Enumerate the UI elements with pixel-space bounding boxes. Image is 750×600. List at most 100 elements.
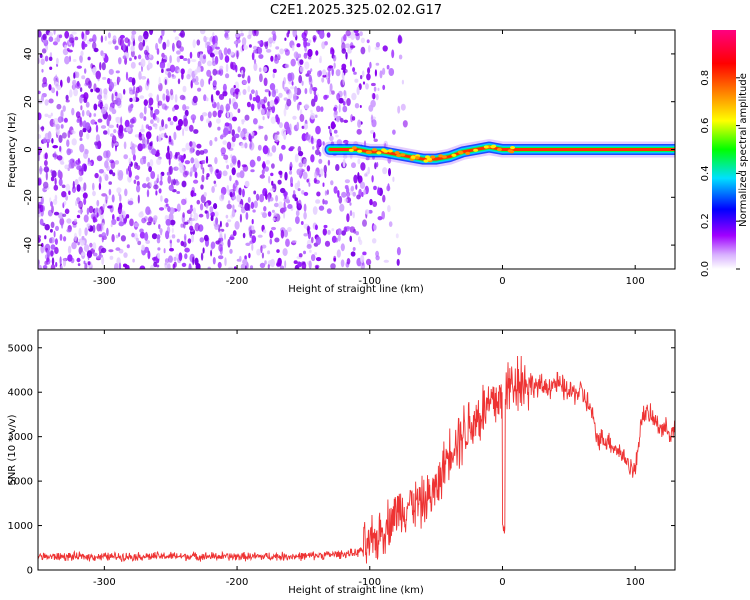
spectrogram-noise-cell bbox=[280, 187, 286, 194]
spectrogram-noise-cell bbox=[102, 76, 107, 80]
spectrogram-noise-cell bbox=[264, 134, 268, 142]
spectrogram-noise-cell bbox=[343, 226, 348, 233]
spectrogram-noise-cell bbox=[244, 142, 248, 149]
spectrogram-noise-cell bbox=[371, 175, 374, 183]
spectrogram-noise-cell bbox=[216, 173, 222, 179]
spectrogram-noise-cell bbox=[261, 169, 265, 175]
spectrogram-noise-cell bbox=[194, 69, 198, 75]
spectrogram-noise-cell bbox=[335, 164, 340, 171]
spectrogram-noise-cell bbox=[213, 203, 218, 210]
spectrogram-noise-cell bbox=[129, 218, 134, 227]
snr-x-axis: -300 -200 -100 0 100 bbox=[93, 330, 645, 588]
spectrogram-noise-cell bbox=[92, 224, 96, 234]
spectrogram-noise-cell bbox=[290, 183, 294, 187]
ridge-speckle bbox=[496, 147, 502, 152]
spectrogram-noise-cell bbox=[225, 73, 230, 79]
spectrogram-noise-cell bbox=[276, 117, 280, 125]
spectrogram-noise-cell bbox=[227, 238, 231, 248]
spectrogram-noise-cell bbox=[94, 172, 99, 179]
spectrogram-noise-cell bbox=[158, 134, 162, 143]
spectrogram-noise-cell bbox=[44, 160, 48, 167]
y-tick-label: 0 bbox=[23, 146, 34, 152]
spectrogram-noise-cell bbox=[371, 82, 376, 87]
spectrogram-noise-cell bbox=[301, 80, 304, 86]
spectrogram-noise-cell bbox=[352, 67, 356, 73]
spectrogram-noise-cell bbox=[215, 90, 220, 96]
spectrogram-noise-cell bbox=[312, 206, 318, 215]
spectrogram-noise-cell bbox=[271, 89, 277, 98]
colorbar: 0.0 0.2 0.4 0.6 0.8 Normalized spectral ampl… bbox=[700, 30, 749, 277]
spectrogram-noise-cell bbox=[335, 115, 340, 123]
spectrogram-noise-cell bbox=[179, 164, 185, 174]
spectrogram-noise-cell bbox=[332, 54, 337, 62]
spectrogram-noise-cell bbox=[141, 244, 145, 251]
spectrogram-noise-cell bbox=[267, 211, 272, 217]
spectrogram-noise-cell bbox=[333, 107, 337, 112]
spectrogram-noise-cell bbox=[298, 167, 302, 177]
spectrogram-noise-cell bbox=[180, 223, 184, 228]
spectrogram-noise-cell bbox=[261, 162, 266, 169]
spectrogram-noise-cell bbox=[338, 196, 343, 204]
spectrogram-noise-cell bbox=[213, 223, 219, 228]
spectrogram-noise-cell bbox=[382, 167, 388, 175]
spectrogram-noise-cell bbox=[134, 134, 140, 138]
spectrogram-noise-cell bbox=[241, 70, 244, 75]
spectrogram-noise-cell bbox=[304, 52, 308, 57]
spectrogram-noise-cell bbox=[111, 135, 117, 144]
spectrogram-noise-cell bbox=[375, 62, 380, 66]
spectrogram-noise-cell bbox=[267, 194, 271, 203]
spectrogram-noise-cell bbox=[178, 252, 183, 261]
spectrogram-noise-cell bbox=[209, 206, 214, 213]
spectrogram-noise-cell bbox=[264, 166, 269, 172]
spectrogram-noise-cell bbox=[92, 34, 97, 43]
spectrogram-noise-cell bbox=[103, 88, 108, 96]
spectrogram-noise-cell bbox=[388, 68, 395, 76]
spectrogram-noise-cell bbox=[357, 158, 361, 165]
spectrogram-noise-cell bbox=[214, 157, 218, 165]
spectrogram-noise-cell bbox=[154, 109, 160, 115]
spectrogram-noise-cell bbox=[87, 261, 91, 266]
spectrogram-noise-cell bbox=[158, 207, 165, 211]
spectrogram-noise-cell bbox=[336, 249, 341, 258]
spectrogram-noise-cell bbox=[118, 36, 122, 46]
spectrogram-noise-cell bbox=[311, 135, 314, 143]
spectrogram-noise-cell bbox=[83, 244, 90, 252]
spectrogram-noise-cell bbox=[106, 157, 110, 161]
spectrogram-noise-cell bbox=[368, 104, 374, 112]
spectrogram-noise-cell bbox=[362, 251, 367, 256]
spectrogram-noise-cell bbox=[122, 210, 126, 219]
spectrogram-noise-cell bbox=[322, 182, 325, 187]
spectrogram-noise-cell bbox=[38, 90, 41, 95]
spectrogram-noise-cell bbox=[74, 179, 79, 186]
spectrogram-noise-cell bbox=[303, 233, 308, 237]
spectrogram-noise-cell bbox=[135, 162, 139, 166]
spectrogram-noise-cell bbox=[76, 118, 81, 123]
spectrogram-noise-cell bbox=[164, 198, 169, 204]
spectrogram-noise-cell bbox=[133, 233, 138, 240]
spectrogram-noise-cell bbox=[132, 154, 136, 162]
spectrogram-noise-cell bbox=[141, 143, 146, 149]
spectrogram-noise-cell bbox=[87, 56, 91, 61]
spectrogram-noise-cell bbox=[210, 241, 216, 249]
spectrogram-noise-cell bbox=[372, 201, 378, 207]
spectrogram-noise-cell bbox=[146, 221, 152, 226]
spectrogram-noise-cell bbox=[291, 81, 294, 86]
spectrogram-noise-cell bbox=[61, 132, 67, 139]
ridge-speckle bbox=[396, 153, 402, 158]
colorbar-tick-label: 0.6 bbox=[700, 118, 711, 134]
spectrogram-noise-cell bbox=[81, 236, 85, 241]
spectrogram-noise-cell bbox=[266, 40, 269, 47]
spectrogram-noise-cell bbox=[116, 123, 119, 128]
spectrogram-noise-cell bbox=[44, 99, 49, 106]
spectrogram-noise-cell bbox=[60, 124, 64, 129]
spectrogram-noise-cell bbox=[278, 92, 283, 98]
spectrogram-noise-cell bbox=[252, 97, 257, 102]
spectrogram-noise-cell bbox=[49, 197, 52, 203]
spectrogram-noise-cell bbox=[308, 39, 312, 43]
spectrogram-noise-cell bbox=[87, 161, 92, 166]
spectrogram-noise-cell bbox=[165, 218, 171, 226]
spectrogram-noise-cell bbox=[253, 49, 258, 54]
spectrogram-noise-cell bbox=[231, 129, 235, 137]
spectrogram-noise-cell bbox=[151, 257, 158, 261]
spectrogram-noise-cell bbox=[147, 125, 153, 131]
